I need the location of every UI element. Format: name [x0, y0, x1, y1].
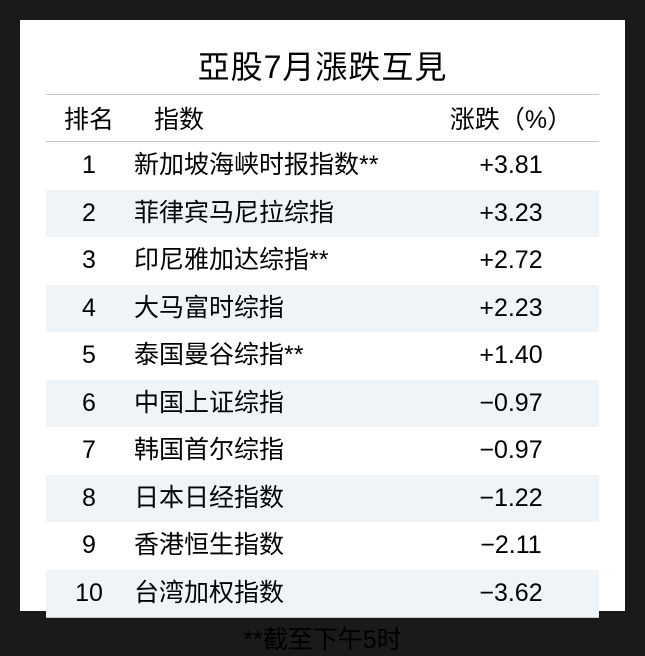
- cell-rank: 3: [46, 237, 132, 285]
- table-row: 9 香港恒生指数 −2.11: [46, 522, 599, 570]
- cell-index: 日本日经指数: [132, 475, 423, 523]
- cell-rank: 6: [46, 380, 132, 428]
- cell-change: −2.11: [423, 522, 599, 570]
- table-row: 10 台湾加权指数 −3.62: [46, 570, 599, 618]
- cell-rank: 2: [46, 190, 132, 238]
- cell-rank: 7: [46, 427, 132, 475]
- cell-change: +3.81: [423, 142, 599, 190]
- cell-index: 菲律宾马尼拉综指: [132, 190, 423, 238]
- table-header-row: 排名 指数 涨跌（%）: [46, 95, 599, 142]
- cell-change: +2.72: [423, 237, 599, 285]
- col-header-rank: 排名: [46, 95, 132, 142]
- table-row: 6 中国上证综指 −0.97: [46, 380, 599, 428]
- cell-change: −1.22: [423, 475, 599, 523]
- cell-change: +1.40: [423, 332, 599, 380]
- col-header-index: 指数: [132, 95, 423, 142]
- cell-change: −3.62: [423, 570, 599, 618]
- cell-index: 韩国首尔综指: [132, 427, 423, 475]
- cell-change: −0.97: [423, 380, 599, 428]
- cell-change: −0.97: [423, 427, 599, 475]
- table-row: 4 大马富时综指 +2.23: [46, 285, 599, 333]
- cell-rank: 4: [46, 285, 132, 333]
- table-row: 1 新加坡海峡时报指数** +3.81: [46, 142, 599, 190]
- cell-index: 中国上证综指: [132, 380, 423, 428]
- cell-index: 泰国曼谷综指**: [132, 332, 423, 380]
- cell-index: 台湾加权指数: [132, 570, 423, 618]
- cell-change: +3.23: [423, 190, 599, 238]
- col-header-change: 涨跌（%）: [423, 95, 599, 142]
- cell-rank: 8: [46, 475, 132, 523]
- cell-rank: 10: [46, 570, 132, 618]
- cell-change: +2.23: [423, 285, 599, 333]
- table-footnote: **截至下午5时: [46, 620, 599, 656]
- cell-index: 大马富时综指: [132, 285, 423, 333]
- asia-stocks-table: 排名 指数 涨跌（%） 1 新加坡海峡时报指数** +3.81 2 菲律宾马尼拉…: [46, 94, 599, 618]
- table-title: 亞股7月漲跌互見: [46, 42, 599, 88]
- table-row: 8 日本日经指数 −1.22: [46, 475, 599, 523]
- cell-rank: 5: [46, 332, 132, 380]
- table-row: 2 菲律宾马尼拉综指 +3.23: [46, 190, 599, 238]
- cell-index: 新加坡海峡时报指数**: [132, 142, 423, 190]
- cell-rank: 9: [46, 522, 132, 570]
- cell-index: 印尼雅加达综指**: [132, 237, 423, 285]
- page: 亞股7月漲跌互見 排名 指数 涨跌（%） 1 新加坡海峡时报指数** +3.81…: [20, 20, 625, 611]
- cell-rank: 1: [46, 142, 132, 190]
- table-row: 3 印尼雅加达综指** +2.72: [46, 237, 599, 285]
- table-row: 7 韩国首尔综指 −0.97: [46, 427, 599, 475]
- cell-index: 香港恒生指数: [132, 522, 423, 570]
- table-row: 5 泰国曼谷综指** +1.40: [46, 332, 599, 380]
